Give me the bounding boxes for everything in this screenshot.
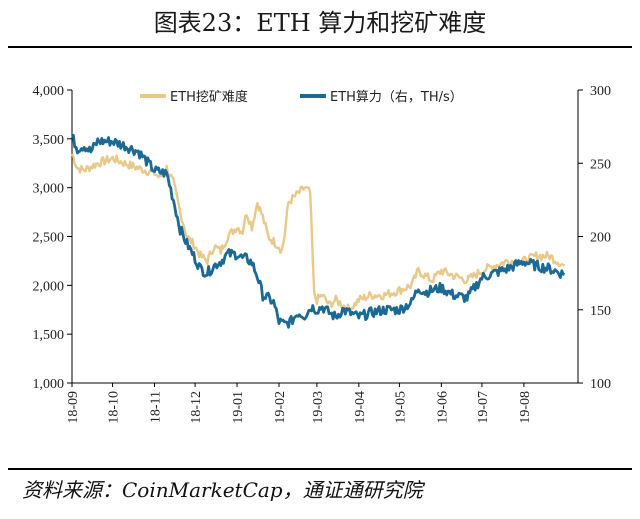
chart-legend: ETH挖矿难度 ETH算力（右，TH/s） — [140, 89, 463, 105]
series-line — [70, 153, 566, 314]
x-tick-label: 19-04 — [353, 391, 368, 424]
y-left-tick-label: 3,500 — [33, 133, 65, 148]
y-left-tick-label: 4,000 — [33, 84, 65, 99]
x-tick-label: 19-01 — [231, 391, 246, 424]
legend-label: ETH挖矿难度 — [170, 89, 248, 105]
chart-title: 图表23：ETH 算力和挖矿难度 — [153, 9, 487, 37]
title-rule — [8, 46, 632, 48]
y-left-tick-label: 2,000 — [33, 279, 65, 294]
y-left-tick-label: 1,500 — [33, 328, 65, 343]
x-tick-label: 18-10 — [107, 391, 122, 424]
chart-plot — [70, 133, 566, 329]
x-tick-label: 19-06 — [435, 391, 450, 424]
x-tick-label: 19-03 — [311, 391, 326, 424]
y-left-tick-label: 1,000 — [33, 377, 65, 392]
y-right-tick-label: 300 — [590, 84, 611, 99]
x-tick-label: 18-12 — [189, 391, 204, 424]
x-tick-label: 19-07 — [476, 391, 491, 424]
x-tick-label: 19-02 — [273, 391, 288, 424]
chart-axes: 1,000 1,500 2,000 2,500 3,000 3,500 4,000 100 15… — [33, 84, 612, 424]
source-note: 资料来源：CoinMarketCap，通证通研究院 — [22, 478, 423, 502]
y-right-tick-label: 150 — [590, 304, 611, 319]
y-left-tick-label: 2,500 — [33, 231, 65, 246]
y-right-tick-label: 100 — [590, 377, 611, 392]
y-right-tick-label: 200 — [590, 231, 611, 246]
x-tick-label: 18-11 — [149, 391, 164, 423]
series-line — [71, 133, 565, 329]
x-tick-label: 19-08 — [518, 391, 533, 424]
y-right-tick-label: 250 — [590, 157, 611, 172]
source-rule — [8, 468, 632, 470]
x-tick-label: 19-05 — [393, 391, 408, 424]
legend-label: ETH算力（右，TH/s） — [330, 90, 463, 105]
y-left-tick-label: 3,000 — [33, 182, 65, 197]
x-tick-label: 18-09 — [66, 391, 81, 424]
